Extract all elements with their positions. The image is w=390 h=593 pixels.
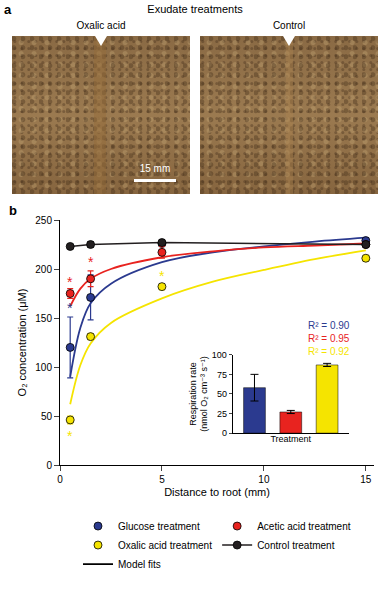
html-text:a: a (4, 2, 12, 17)
html-text:Control: Control (272, 20, 306, 31)
svg-text:*: * (88, 254, 94, 270)
svg-text:Distance to root (mm): Distance to root (mm) (164, 486, 270, 498)
html-text:Oxalic acid: Oxalic acid (76, 20, 126, 31)
svg-text:O₂ concentration (μM): O₂ concentration (μM) (16, 289, 28, 397)
svg-text:15: 15 (360, 474, 372, 485)
svg-text:*: * (67, 274, 73, 290)
svg-text:Model fits: Model fits (118, 559, 161, 570)
svg-text:Oxalic acid treatment: Oxalic acid treatment (118, 540, 212, 551)
html-text:15 mm: 15 mm (139, 163, 171, 174)
svg-text:Acetic acid treatment: Acetic acid treatment (257, 521, 351, 532)
svg-text:R² = 0.90: R² = 0.90 (308, 320, 350, 331)
svg-text:Control treatment: Control treatment (257, 540, 334, 551)
svg-text:b: b (9, 203, 17, 218)
svg-text:*: * (159, 268, 165, 284)
svg-text:5: 5 (159, 474, 165, 485)
svg-text:50: 50 (41, 411, 53, 422)
svg-text:50: 50 (217, 389, 227, 399)
svg-text:0: 0 (222, 428, 227, 438)
html-text:Exudate treatments: Exudate treatments (147, 3, 243, 15)
svg-text:*: * (67, 428, 73, 444)
svg-text:0: 0 (57, 474, 63, 485)
svg-text:R² = 0.95: R² = 0.95 (308, 333, 350, 344)
svg-text:Glucose treatment: Glucose treatment (118, 521, 200, 532)
svg-text:200: 200 (35, 264, 52, 275)
svg-text:Treatment: Treatment (270, 434, 311, 444)
svg-text:0: 0 (46, 460, 52, 471)
svg-text:75: 75 (217, 370, 227, 380)
svg-text:100: 100 (35, 362, 52, 373)
svg-text:25: 25 (217, 409, 227, 419)
svg-text:250: 250 (35, 215, 52, 226)
svg-text:*: * (67, 300, 73, 316)
svg-text:10: 10 (258, 474, 270, 485)
svg-text:150: 150 (35, 313, 52, 324)
svg-text:100: 100 (212, 350, 227, 360)
svg-text:Respiration rate(nmol O₂ cm⁻³: Respiration rate(nmol O₂ cm⁻³ s⁻¹) (188, 356, 210, 432)
svg-text:R² = 0.92: R² = 0.92 (308, 346, 350, 357)
